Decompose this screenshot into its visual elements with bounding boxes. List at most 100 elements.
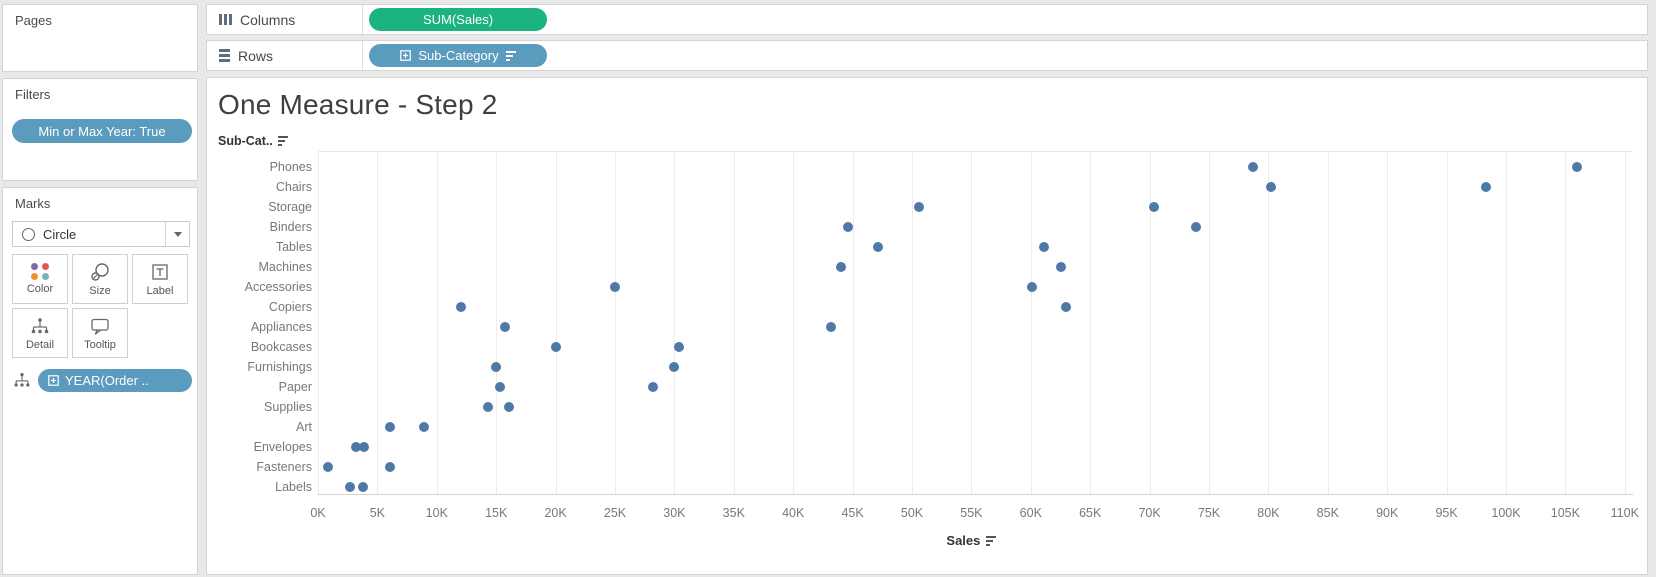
detail-pill-year-order-date[interactable]: YEAR(Order .. [38, 368, 192, 392]
scatter-mark[interactable] [359, 442, 370, 452]
scatter-mark[interactable] [504, 402, 515, 412]
scatter-mark[interactable] [455, 302, 466, 312]
rows-pill-sub-category[interactable]: Sub-Category [369, 44, 547, 67]
scatter-mark[interactable] [842, 222, 853, 232]
category-row-label[interactable]: Chairs [275, 180, 312, 194]
rows-shelf-header: Rows [207, 41, 363, 70]
scatter-mark[interactable] [610, 282, 620, 292]
scatter-mark[interactable] [494, 382, 505, 392]
gridline [733, 151, 735, 494]
gridline [1268, 151, 1270, 494]
row-field-header-label: Sub-Cat.. [218, 134, 273, 148]
category-row-label[interactable]: Fasteners [256, 460, 312, 474]
scatter-mark[interactable] [345, 482, 356, 492]
scatter-mark[interactable] [499, 322, 510, 332]
scatter-mark[interactable] [482, 402, 493, 412]
scatter-mark[interactable] [1038, 242, 1049, 252]
scatter-mark[interactable] [1149, 202, 1160, 212]
x-axis-tick-label: 105K [1550, 506, 1580, 520]
scatter-mark[interactable] [385, 422, 396, 432]
scatter-mark[interactable] [1026, 282, 1037, 292]
category-row-label[interactable]: Art [296, 420, 312, 434]
category-row-label[interactable]: Machines [258, 260, 313, 274]
category-row-label[interactable]: Copiers [268, 300, 312, 314]
x-axis-tick-label: 10K [425, 506, 448, 520]
size-button[interactable]: Size [72, 254, 128, 304]
x-axis-tick-label: 35K [722, 506, 745, 520]
scatter-mark[interactable] [1572, 162, 1583, 172]
category-row-label[interactable]: Storage [268, 200, 312, 214]
scatter-mark[interactable] [1061, 302, 1072, 312]
scatter-mark[interactable] [674, 342, 685, 352]
scatter-mark[interactable] [1480, 182, 1491, 192]
color-button[interactable]: Color [12, 254, 68, 304]
category-row-label[interactable]: Appliances [250, 320, 312, 334]
scatter-mark[interactable] [1265, 182, 1276, 192]
category-row-label[interactable]: Bookcases [250, 340, 312, 354]
scatter-mark[interactable] [418, 422, 429, 432]
columns-pill-sum-sales[interactable]: SUM(Sales) [369, 8, 547, 31]
scatter-mark[interactable] [385, 462, 396, 472]
category-row-label[interactable]: Labels [275, 480, 312, 494]
scatter-mark[interactable] [835, 262, 846, 272]
scatter-mark[interactable] [322, 462, 333, 472]
scatter-mark[interactable] [1055, 262, 1066, 272]
mark-type-dropdown[interactable]: Circle [12, 221, 190, 247]
sheet-title: One Measure - Step 2 [218, 89, 498, 120]
category-row-label[interactable]: Envelopes [253, 440, 312, 454]
pages-shelf[interactable]: Pages [2, 4, 198, 72]
scatter-mark[interactable] [351, 442, 362, 452]
row-field-header[interactable]: Sub-Cat.. [218, 134, 288, 148]
x-axis-tick-label: 95K [1435, 506, 1458, 520]
x-axis-tick-label: 25K [603, 506, 627, 520]
category-row-label[interactable]: Binders [269, 220, 312, 234]
gridline [852, 151, 854, 494]
gridline [377, 151, 379, 494]
detail-button[interactable]: Detail [12, 308, 68, 358]
detail-shelf-icon [14, 372, 30, 387]
filter-pill-min-or-max-year[interactable]: Min or Max Year: True [12, 119, 192, 143]
category-row-label[interactable]: Accessories [244, 280, 312, 294]
gridline [1090, 151, 1092, 494]
rows-shelf[interactable]: Rows Sub-Category [206, 40, 1648, 71]
gridline [1030, 151, 1032, 494]
scatter-mark[interactable] [358, 482, 369, 492]
tooltip-icon [91, 318, 109, 335]
x-axis-tick-label: 20K [544, 506, 567, 520]
scatter-mark[interactable] [550, 342, 561, 352]
tooltip-button[interactable]: Tooltip [72, 308, 128, 358]
x-axis-tick-label: 45K [841, 506, 864, 520]
gridline [793, 151, 795, 494]
scatter-mark[interactable] [1247, 162, 1258, 172]
x-axis-line [318, 494, 1633, 495]
category-row-label[interactable]: Phones [269, 160, 312, 174]
category-row-label[interactable]: Furnishings [247, 360, 312, 374]
scatter-mark[interactable] [914, 202, 925, 212]
circle-mark-icon [22, 227, 35, 241]
scatter-mark[interactable] [648, 382, 659, 392]
x-axis-tick-label: 15K [485, 506, 508, 520]
gridline [615, 151, 616, 494]
x-axis-tick-label: 70K [1138, 506, 1161, 520]
gridline [912, 151, 913, 494]
columns-shelf[interactable]: Columns SUM(Sales) [206, 4, 1648, 35]
label-button-label: Label [146, 284, 174, 297]
scatter-mark[interactable] [826, 322, 837, 332]
scatter-mark[interactable] [491, 362, 502, 372]
category-row-label[interactable]: Supplies [264, 400, 312, 414]
chevron-down-icon [173, 231, 182, 237]
x-axis-tick-label: 0K [310, 506, 326, 520]
size-icon [91, 262, 109, 281]
rows-pill-label: Sub-Category [418, 48, 499, 63]
scatter-mark[interactable] [872, 242, 883, 252]
category-row-label[interactable]: Tables [275, 240, 312, 254]
x-axis-tick-label: 75K [1197, 506, 1221, 520]
label-button[interactable]: Label [132, 254, 188, 304]
x-axis-title[interactable]: Sales [318, 533, 1625, 548]
scatter-mark[interactable] [1190, 222, 1201, 232]
label-icon [152, 263, 168, 280]
mark-type-dropdown-caret[interactable] [165, 222, 189, 246]
category-row-label[interactable]: Paper [278, 380, 312, 394]
filters-shelf[interactable]: Filters Min or Max Year: True [2, 78, 198, 181]
scatter-mark[interactable] [669, 362, 680, 372]
